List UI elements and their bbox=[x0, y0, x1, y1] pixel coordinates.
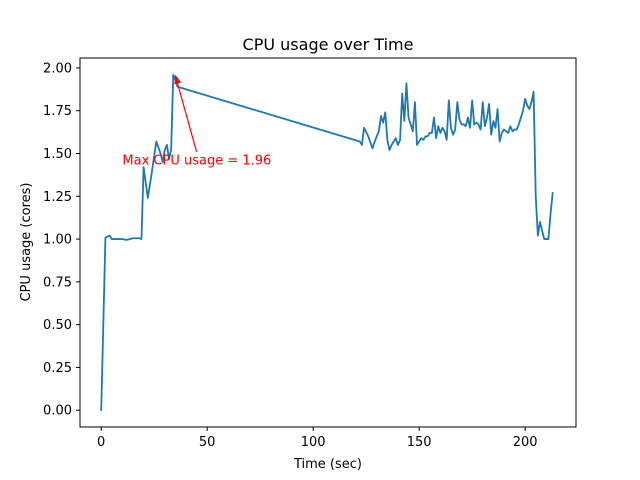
chart-title: CPU usage over Time bbox=[243, 35, 414, 54]
y-tick-label: 0.75 bbox=[43, 275, 72, 290]
y-tick-label: 1.25 bbox=[43, 190, 72, 205]
annotation-arrow-shaft bbox=[174, 75, 198, 152]
annotation-arrow-head bbox=[174, 74, 182, 85]
x-tick-label: 50 bbox=[199, 435, 216, 450]
axes-frame bbox=[79, 57, 577, 428]
y-axis-ticks: 0.00 0.25 0.50 0.75 1.00 1.25 1.50 1.75 2.00 bbox=[43, 61, 80, 419]
y-tick-label: 1.75 bbox=[43, 104, 72, 119]
annotation-label: Max CPU usage = 1.96 bbox=[122, 153, 271, 168]
x-tick-label: 100 bbox=[301, 435, 326, 450]
x-axis-label: Time (sec) bbox=[293, 457, 362, 472]
annotation-layer: Max CPU usage = 1.96 bbox=[122, 74, 271, 168]
y-tick-label: 1.00 bbox=[43, 233, 72, 248]
y-tick-label: 0.00 bbox=[43, 404, 72, 419]
x-tick-label: 150 bbox=[407, 435, 432, 450]
y-tick-label: 0.50 bbox=[43, 318, 72, 333]
y-axis-label: CPU usage (cores) bbox=[19, 183, 34, 302]
x-tick-label: 0 bbox=[97, 435, 105, 450]
y-tick-label: 0.25 bbox=[43, 361, 72, 376]
x-axis-ticks: 0 50 100 150 200 bbox=[97, 427, 538, 450]
y-tick-label: 1.50 bbox=[43, 147, 72, 162]
x-tick-label: 200 bbox=[513, 435, 538, 450]
series-layer bbox=[100, 73, 554, 412]
y-tick-label: 2.00 bbox=[43, 61, 72, 76]
series-line-0 bbox=[100, 73, 554, 412]
